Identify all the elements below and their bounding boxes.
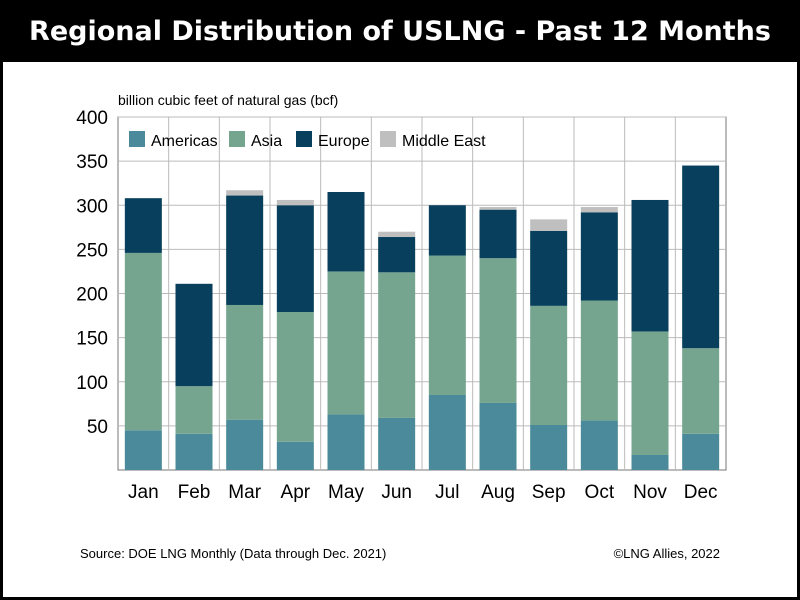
bar-europe <box>226 195 264 305</box>
bar-americas <box>530 424 568 470</box>
x-tick-label: Sep <box>532 482 566 503</box>
bar-middle-east <box>226 190 264 196</box>
source-note: Source: DOE LNG Monthly (Data through De… <box>80 546 387 561</box>
bar-europe <box>327 192 365 272</box>
bar-americas <box>580 420 618 470</box>
bar-europe <box>631 199 669 332</box>
legend-swatch <box>380 131 396 147</box>
bar-europe <box>479 209 517 259</box>
bar-asia <box>226 304 264 420</box>
bar-middle-east <box>276 199 314 206</box>
legend-swatch <box>296 131 312 147</box>
y-tick-label: 200 <box>76 285 108 306</box>
bar-americas <box>378 417 416 470</box>
legend-label: Middle East <box>402 133 486 150</box>
bar-asia <box>175 386 213 434</box>
bar-europe <box>530 230 568 306</box>
x-tick-label: May <box>328 482 364 503</box>
bar-europe <box>580 212 618 301</box>
y-tick-label: 250 <box>76 240 108 261</box>
bar-americas <box>428 394 466 470</box>
x-tick-label: Aug <box>481 482 515 503</box>
bar-americas <box>479 402 517 470</box>
bar-europe <box>682 165 720 349</box>
bar-europe <box>175 283 213 387</box>
x-tick-label: Jul <box>435 482 459 503</box>
x-tick-label: Mar <box>228 482 261 503</box>
bar-asia <box>682 348 720 434</box>
bar-middle-east <box>530 219 568 231</box>
x-tick-label: Oct <box>585 482 615 503</box>
bar-middle-east <box>479 207 517 210</box>
y-tick-label: 400 <box>76 108 108 129</box>
x-tick-label: Feb <box>178 482 211 503</box>
bar-asia <box>580 300 618 421</box>
copyright-note: ©LNG Allies, 2022 <box>613 546 720 561</box>
bar-europe <box>124 198 162 253</box>
bar-asia <box>530 305 568 425</box>
y-axis-label: billion cubic feet of natural gas (bcf) <box>118 92 338 108</box>
bar-americas <box>226 419 264 470</box>
bar-asia <box>631 331 669 455</box>
bar-europe <box>428 205 466 256</box>
x-tick-label: Dec <box>684 482 718 503</box>
page-title: Regional Distribution of USLNG - Past 12… <box>0 0 800 62</box>
bar-americas <box>682 433 720 470</box>
y-tick-label: 300 <box>76 196 108 217</box>
bar-asia <box>479 258 517 403</box>
bar-asia <box>378 272 416 418</box>
x-tick-label: Jan <box>128 482 159 503</box>
x-tick-label: Nov <box>633 482 667 503</box>
bar-asia <box>428 255 466 395</box>
bar-middle-east <box>580 207 618 213</box>
bar-asia <box>276 312 314 442</box>
bar-asia <box>124 252 162 431</box>
legend-swatch <box>229 131 245 147</box>
bar-americas <box>276 441 314 470</box>
x-tick-label: Apr <box>281 482 311 503</box>
bar-europe <box>378 237 416 273</box>
bar-americas <box>327 414 365 470</box>
y-tick-label: 50 <box>87 417 108 438</box>
bar-asia <box>327 271 365 415</box>
y-tick-label: 100 <box>76 373 108 394</box>
y-tick-label: 350 <box>76 152 108 173</box>
bar-middle-east <box>378 231 416 238</box>
x-tick-label: Jun <box>381 482 412 503</box>
bar-americas <box>175 433 213 470</box>
legend-swatch <box>129 131 145 147</box>
bar-americas <box>631 454 669 470</box>
legend-label: Europe <box>318 133 370 150</box>
legend-label: Americas <box>151 133 218 150</box>
y-tick-label: 150 <box>76 329 108 350</box>
legend-label: Asia <box>251 133 282 150</box>
bar-europe <box>276 205 314 313</box>
bar-americas <box>124 430 162 470</box>
